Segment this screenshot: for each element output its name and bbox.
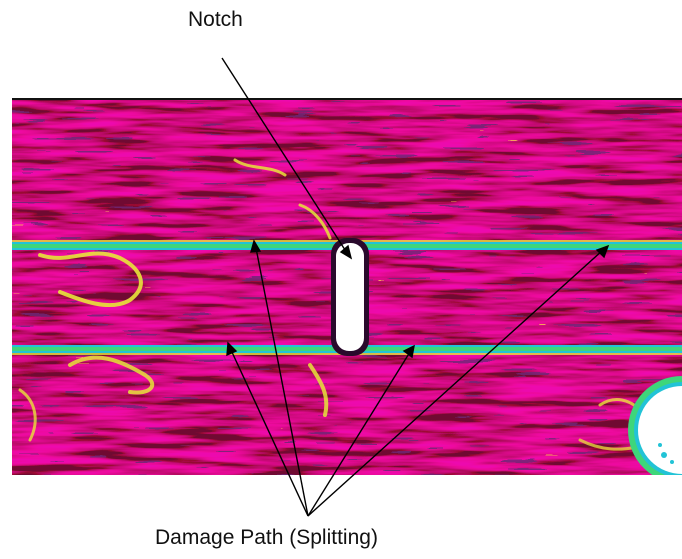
hole-shape [628, 376, 682, 475]
panel-top-border [12, 98, 682, 100]
notch-arrow-line [221, 57, 348, 254]
notch-arrowhead [339, 244, 353, 260]
damage-arrow-4-line [307, 249, 604, 517]
damage-arrow-3-line [307, 351, 411, 517]
notch-shape [331, 238, 369, 356]
damage-image-panel [12, 98, 682, 475]
damage-path-label: Damage Path (Splitting) [155, 526, 378, 549]
damage-arrowhead-4 [595, 244, 610, 259]
notch-label: Notch [188, 8, 243, 31]
damage-arrow-2-line [255, 247, 309, 517]
damage-arrow-1-line [230, 349, 309, 517]
damage-arrowhead-3 [402, 344, 415, 359]
damage-arrowhead-2 [250, 239, 262, 253]
annotation-arrows [221, 57, 610, 517]
damage-arrowhead-1 [226, 341, 238, 357]
